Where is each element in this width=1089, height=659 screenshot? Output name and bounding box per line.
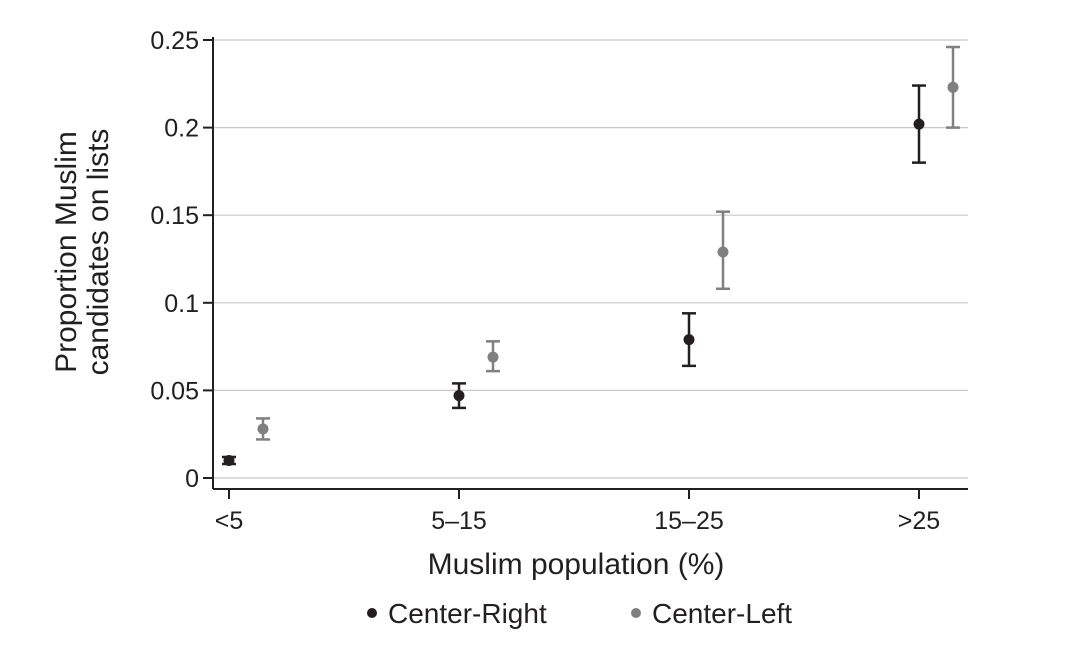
legend-label-center-right: Center-Right xyxy=(388,598,547,629)
x-ticks: <5 5–15 15–25 >25 xyxy=(215,489,940,535)
center-left-point-1 xyxy=(487,351,499,363)
axes xyxy=(212,37,968,490)
y-axis-title-line-1: Proportion Muslim xyxy=(50,131,83,373)
y-tick-label-0: 0 xyxy=(185,465,199,493)
legend-marker-center-right xyxy=(367,608,377,618)
y-tick-label-2: 0.1 xyxy=(164,290,199,318)
y-tick-label-4: 0.2 xyxy=(164,115,199,143)
x-tick-label-3: >25 xyxy=(898,507,940,535)
legend-label-center-left: Center-Left xyxy=(652,598,792,629)
center-right-point-2 xyxy=(683,334,695,346)
center-left-point-2 xyxy=(717,246,729,258)
y-tick-label-1: 0.05 xyxy=(150,377,199,405)
legend: Center-Right Center-Left xyxy=(367,598,792,629)
x-axis-title: Muslim population (%) xyxy=(428,548,725,581)
gridlines xyxy=(213,39,968,479)
y-tick-label-5: 0.25 xyxy=(150,27,199,55)
y-axis-title-line-2: candidates on lists xyxy=(82,129,115,376)
center-right-point-3 xyxy=(913,118,925,130)
x-tick-label-1: 5–15 xyxy=(431,507,487,535)
center-right-point-0 xyxy=(223,454,235,466)
x-tick-label-2: 15–25 xyxy=(654,507,724,535)
center-right-point-1 xyxy=(453,390,465,402)
y-tick-label-3: 0.15 xyxy=(150,202,199,230)
legend-marker-center-left xyxy=(631,608,641,618)
center-left-point-3 xyxy=(947,81,959,93)
y-ticks: 0 0.05 0.1 0.15 0.2 0.25 xyxy=(150,27,213,493)
center-left-point-0 xyxy=(257,423,269,435)
y-axis-title: Proportion Muslim candidates on lists xyxy=(50,129,115,376)
x-tick-label-0: <5 xyxy=(215,507,244,535)
data-points xyxy=(222,45,960,466)
